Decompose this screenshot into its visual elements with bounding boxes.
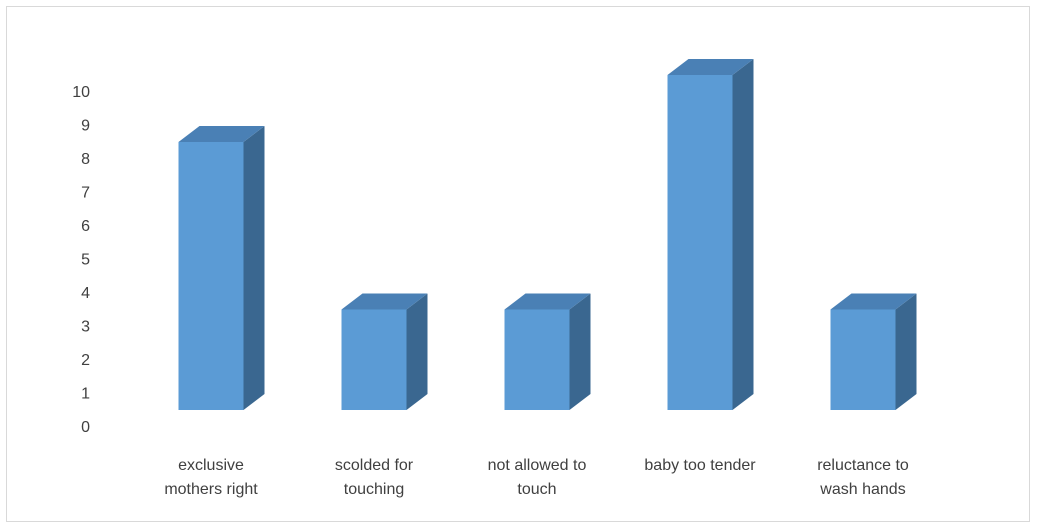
chart-frame [6, 6, 1030, 522]
y-tick-label: 2 [81, 352, 90, 369]
bar-side-face [895, 293, 917, 410]
y-tick-label: 6 [81, 218, 90, 235]
bar [178, 126, 265, 410]
x-category-label: baby too tender [644, 457, 756, 474]
x-axis: exclusive mothers right scolded for touchin… [164, 457, 909, 498]
x-category-label: exclusive mothers right [164, 457, 258, 498]
y-tick-label: 8 [81, 151, 90, 168]
bars [178, 59, 917, 410]
bar-top-face [667, 59, 754, 75]
bar-top-face [341, 293, 428, 310]
bar [504, 293, 591, 410]
bar-front-face [504, 309, 570, 410]
y-axis: 0 1 2 3 4 5 6 7 8 9 10 [72, 84, 90, 436]
x-category-label: reluctance to wash hands [817, 457, 909, 498]
bar-side-face [406, 293, 428, 410]
bar-top-face [504, 293, 591, 310]
y-tick-label: 3 [81, 319, 90, 336]
bar-side-face [569, 293, 591, 410]
bar-front-face [341, 309, 407, 410]
bar [667, 59, 754, 410]
bar-side-face [732, 59, 754, 410]
y-tick-label: 10 [72, 84, 90, 101]
y-tick-label: 4 [81, 285, 90, 302]
bar-front-face [178, 142, 244, 410]
y-tick-label: 1 [81, 386, 90, 403]
y-tick-label: 0 [81, 419, 90, 436]
bar-side-face [243, 126, 265, 410]
x-category-label: not allowed to touch [488, 457, 587, 498]
bar-front-face [830, 309, 896, 410]
bar [341, 293, 428, 410]
y-tick-label: 9 [81, 118, 90, 135]
y-tick-label: 7 [81, 185, 90, 202]
bar-front-face [667, 75, 733, 410]
bar-top-face [830, 293, 917, 310]
x-category-label: scolded for touching [335, 457, 414, 498]
bar-top-face [178, 126, 265, 142]
y-tick-label: 5 [81, 252, 90, 269]
bar [830, 293, 917, 410]
